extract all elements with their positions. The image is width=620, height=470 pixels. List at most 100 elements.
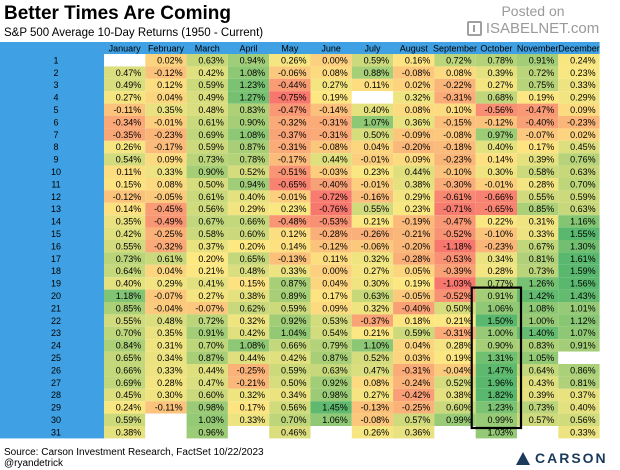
cell-value: 0.38% [240,291,266,301]
cell-value: 0.21% [198,266,224,276]
cell-value: -0.56% [484,105,513,115]
heatmap-cell [104,264,146,278]
heatmap-cell [517,153,559,166]
heatmap-cell [351,78,394,92]
row-label: 1 [53,55,58,65]
row-label: 21 [51,303,61,313]
cell-value: 0.50% [198,179,224,189]
heatmap-cell [186,178,228,191]
cell-value: 0.63% [198,55,224,65]
cell-value: 0.32% [364,303,390,313]
cell-value: 0.33% [570,80,596,90]
row-label: 17 [51,254,61,264]
heatmap-cell [393,215,435,228]
cell-value: 0.14% [116,204,142,214]
heatmap-cell [186,426,228,439]
cell-value: 0.24% [570,55,596,65]
heatmap-cell [558,190,600,203]
cell-value: 0.27% [198,291,224,301]
heatmap-cell [517,215,559,228]
heatmap-cell [186,339,228,352]
column-header-band [0,42,600,54]
heatmap-cell [351,351,394,364]
heatmap-cell [434,178,476,191]
heatmap-cell [434,128,476,141]
cell-value: -0.18% [443,142,472,152]
heatmap-cell [558,277,600,290]
heatmap-cell [104,401,146,414]
heatmap-cell [393,364,435,377]
cell-value: 0.76% [570,155,596,165]
cell-value: 1.07% [364,117,390,127]
heatmap-cell [145,54,187,67]
isabelnet-icon [466,21,482,36]
heatmap-cell [227,202,270,216]
cell-value: 0.54% [322,328,348,338]
heatmap-cell [475,351,517,364]
cell-value: 0.59% [116,415,142,425]
heatmap-cell [310,252,352,265]
cell-value: 0.73% [529,403,555,413]
cell-value: -0.28% [319,229,348,239]
cell-value: 0.42% [281,353,307,363]
heatmap-cell [269,227,311,240]
heatmap-cell [104,227,146,240]
heatmap-cell [393,401,435,414]
cell-value: 0.87% [198,353,224,363]
heatmap-cell [558,153,600,166]
heatmap-cell [434,54,476,67]
heatmap-cell [475,54,517,67]
cell-value: -1.03% [443,279,472,289]
column-header: December [558,44,600,54]
heatmap-cell [269,426,311,439]
cell-value: -0.01% [361,179,390,189]
heatmap-cell [351,388,394,402]
heatmap-cell [145,252,187,265]
heatmap-cell [269,78,311,92]
heatmap-cell [104,202,146,216]
cell-value: 1.59% [570,266,596,276]
heatmap-cell [269,190,311,203]
cell-value: 0.12% [281,229,307,239]
cell-value: 0.55% [116,241,142,251]
cell-value: 0.15% [240,279,266,289]
heatmap-cell [434,202,476,216]
cell-value: 0.59% [364,55,390,65]
cell-value: 1.00% [529,316,555,326]
cell-value: -0.16% [361,192,390,202]
heatmap-cell [186,215,228,228]
heatmap-cell [310,326,352,340]
heatmap-cell [558,314,600,327]
heatmap-cell [104,314,146,327]
cell-value: 0.08% [322,68,348,78]
cell-value: 0.60% [240,229,266,239]
cell-value: 0.37% [198,241,224,251]
cell-value: 0.11% [116,167,141,177]
cell-value: 0.33% [529,229,555,239]
cell-value: 0.04% [157,266,183,276]
cell-value: 0.40% [364,105,390,115]
heatmap-cell [393,91,435,104]
heatmap-cell [145,364,187,377]
cell-value: 0.91% [487,291,513,301]
heatmap-cell [517,128,559,141]
heatmap-cell [227,351,270,364]
heatmap-cell [104,165,146,178]
heatmap-cell [310,178,352,191]
cell-value: 0.59% [198,80,224,90]
cell-value: 1.56% [570,279,596,289]
heatmap-cell [310,116,352,129]
cell-value: -0.14% [319,105,348,115]
heatmap-cell [269,314,311,327]
heatmap-cell [517,66,559,79]
heatmap-cell [227,78,270,92]
cell-value: 1.55% [570,229,596,239]
cell-value: -0.24% [402,378,431,388]
heatmap-cell [558,426,600,439]
cell-value: 1.96% [487,378,513,388]
cell-value: 0.68% [487,93,513,103]
row-label: 6 [53,117,58,127]
cell-value: 0.46% [281,427,307,437]
heatmap-cell [227,289,270,302]
cell-value: 1.40% [529,328,555,338]
